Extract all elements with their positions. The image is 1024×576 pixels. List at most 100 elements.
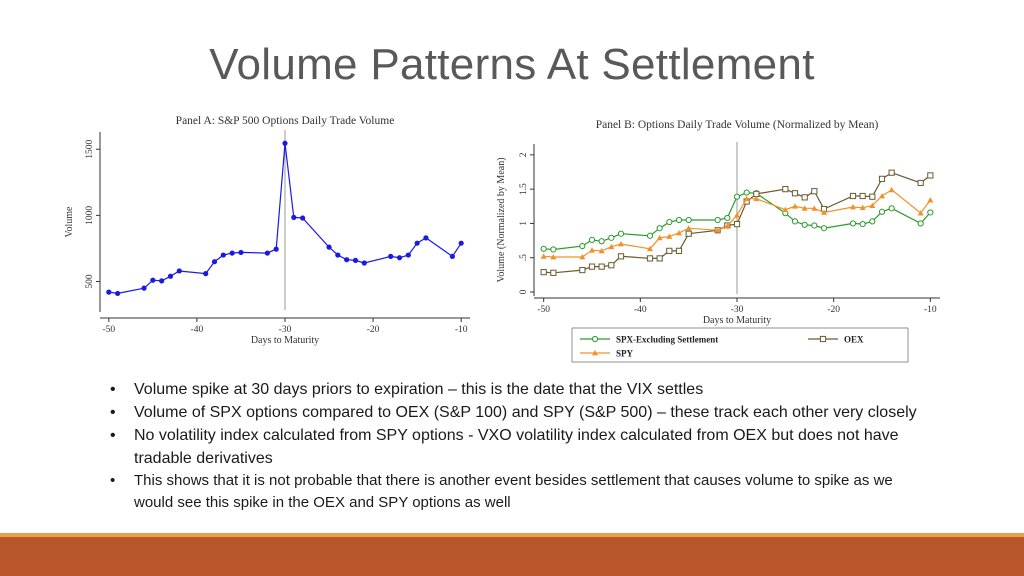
- data-point: [927, 209, 934, 216]
- data-point: [917, 210, 924, 216]
- data-point: [220, 252, 226, 258]
- data-point: [666, 218, 673, 226]
- data-point: [685, 216, 692, 224]
- data-point: [540, 245, 547, 252]
- data-point: [588, 236, 596, 243]
- data-point: [724, 223, 731, 229]
- data-point: [618, 241, 624, 247]
- data-point: [211, 259, 218, 265]
- x-tick-label: -50: [537, 305, 550, 315]
- data-point: [685, 230, 692, 237]
- y-axis-label: Volume: [64, 206, 75, 237]
- data-point: [167, 273, 174, 279]
- x-tick-label: -10: [924, 305, 937, 315]
- bullet-item: • Volume spike at 30 days priors to expir…: [110, 378, 930, 401]
- data-point: [675, 216, 683, 224]
- data-point: [300, 215, 306, 221]
- data-point: [647, 245, 653, 252]
- data-point: [282, 140, 288, 146]
- data-point: [820, 225, 828, 232]
- data-point: [878, 175, 886, 182]
- data-point: [782, 206, 789, 213]
- data-point: [598, 247, 605, 254]
- data-point: [743, 195, 750, 202]
- data-point: [273, 246, 279, 252]
- data-point: [733, 193, 741, 200]
- data-point: [869, 202, 876, 208]
- data-point: [388, 253, 394, 259]
- y-tick-label: 1500: [85, 139, 95, 158]
- data-point: [608, 234, 615, 241]
- data-point: [150, 277, 156, 283]
- data-point: [733, 221, 741, 228]
- data-point: [449, 253, 455, 259]
- data-point: [927, 197, 934, 203]
- footer-band: [0, 537, 1024, 576]
- data-point: [203, 271, 209, 277]
- data-point: [458, 240, 464, 246]
- x-tick-label: -20: [367, 325, 380, 335]
- data-point: [159, 278, 165, 284]
- x-axis-label: Days to Maturity: [703, 315, 771, 326]
- data-point: [879, 193, 885, 199]
- data-point: [859, 204, 866, 211]
- x-tick-label: -40: [634, 305, 647, 315]
- data-point: [714, 216, 721, 224]
- data-point: [588, 263, 596, 270]
- y-tick-label: 1: [519, 221, 529, 226]
- data-point: [598, 263, 605, 270]
- data-point: [106, 289, 112, 295]
- data-point: [791, 218, 799, 225]
- data-point: [550, 269, 557, 276]
- data-point: [352, 257, 359, 263]
- bullet-dot-icon: •: [110, 381, 116, 398]
- data-point: [782, 186, 789, 193]
- bullet-item: • Volume of SPX options compared to OEX (…: [110, 401, 930, 424]
- bullet-item: • This shows that it is not probable that…: [110, 470, 930, 514]
- y-tick-label: 1.5: [519, 183, 529, 195]
- data-point: [579, 242, 586, 250]
- data-point: [878, 208, 886, 215]
- data-point: [646, 232, 654, 239]
- data-point: [675, 247, 683, 254]
- data-point: [344, 257, 350, 263]
- data-point: [869, 193, 876, 200]
- x-tick-label: -50: [102, 325, 115, 335]
- data-point: [734, 212, 740, 218]
- data-point: [414, 240, 420, 246]
- data-point: [714, 227, 721, 233]
- data-point: [550, 254, 557, 260]
- data-point: [888, 205, 895, 212]
- data-point: [917, 220, 924, 227]
- data-point: [115, 290, 121, 297]
- data-point: [801, 221, 808, 228]
- y-tick-label: 500: [85, 274, 95, 289]
- data-point: [888, 169, 895, 176]
- data-point: [579, 266, 586, 274]
- data-point: [685, 225, 692, 231]
- data-point: [540, 269, 547, 276]
- legend-label: SPX-Excluding Settlement: [616, 335, 718, 345]
- data-point: [361, 260, 367, 266]
- y-tick-label: 2: [519, 152, 529, 157]
- legend-label: OEX: [844, 335, 864, 345]
- data-point: [859, 221, 866, 228]
- data-point: [656, 255, 663, 262]
- data-point: [608, 243, 615, 250]
- data-point: [550, 246, 557, 253]
- data-point: [617, 253, 625, 260]
- data-point: [423, 235, 429, 241]
- data-point: [579, 254, 586, 260]
- y-tick-label: 0: [519, 289, 529, 294]
- x-tick-label: -20: [827, 305, 840, 315]
- data-point: [335, 252, 341, 258]
- data-point: [589, 247, 595, 253]
- data-point: [849, 192, 857, 200]
- data-point: [753, 195, 760, 202]
- y-axis-label: Volume (Normalized by Mean): [496, 157, 507, 282]
- data-point: [540, 253, 547, 259]
- bullet-dot-icon: •: [110, 472, 116, 489]
- chart-title: Panel B: Options Daily Trade Volume (Nor…: [596, 119, 879, 131]
- x-tick-label: -30: [279, 325, 292, 335]
- footer-accent-stripe: [0, 533, 1024, 537]
